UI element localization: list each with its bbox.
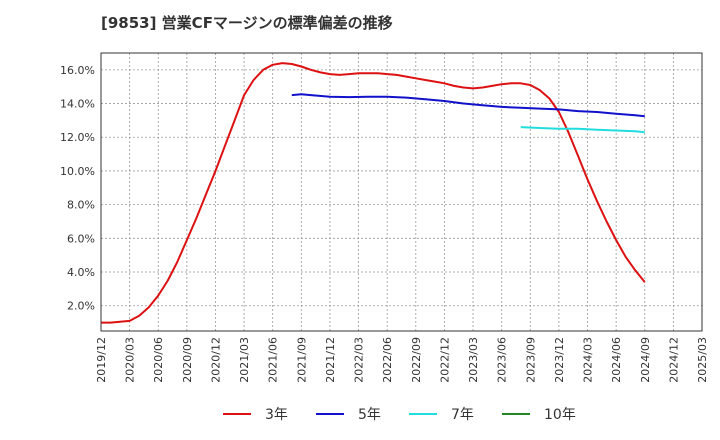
x-tick-label: 2020/12 bbox=[209, 337, 222, 383]
y-tick-label: 6.0% bbox=[67, 232, 95, 245]
x-tick-label: 2019/12 bbox=[95, 337, 108, 383]
plot-area bbox=[101, 53, 702, 331]
plot-frame bbox=[100, 52, 703, 332]
legend-label: 10年 bbox=[544, 407, 576, 423]
y-tick-label: 16.0% bbox=[60, 64, 95, 77]
x-tick-label: 2022/09 bbox=[410, 337, 423, 383]
series-line-7年 bbox=[520, 126, 645, 134]
x-tick-label: 2023/09 bbox=[524, 337, 537, 383]
x-tick-label: 2023/06 bbox=[496, 337, 509, 383]
series-line-5年 bbox=[291, 93, 645, 118]
x-tick-label: 2020/06 bbox=[152, 337, 165, 383]
legend-label: 3年 bbox=[265, 407, 288, 423]
x-tick-label: 2021/03 bbox=[238, 337, 251, 383]
x-tick-label: 2024/09 bbox=[639, 337, 652, 383]
y-tick-label: 2.0% bbox=[67, 300, 95, 313]
x-tick-label: 2021/06 bbox=[267, 337, 280, 383]
y-tick-label: 14.0% bbox=[60, 98, 95, 111]
x-tick-label: 2024/03 bbox=[582, 337, 595, 383]
x-tick-label: 2024/12 bbox=[667, 337, 680, 383]
x-tick-label: 2024/06 bbox=[610, 337, 623, 383]
series-line-3年 bbox=[101, 62, 646, 324]
x-tick-label: 2025/03 bbox=[696, 337, 709, 383]
legend-label: 5年 bbox=[358, 407, 381, 423]
y-tick-label: 10.0% bbox=[60, 165, 95, 178]
x-tick-label: 2020/09 bbox=[181, 337, 194, 383]
x-tick-label: 2023/03 bbox=[467, 337, 480, 383]
x-tick-label: 2022/12 bbox=[438, 337, 451, 383]
legend-label: 7年 bbox=[451, 407, 474, 423]
y-tick-label: 4.0% bbox=[67, 266, 95, 279]
x-tick-label: 2023/12 bbox=[553, 337, 566, 383]
y-tick-label: 8.0% bbox=[67, 199, 95, 212]
x-tick-label: 2021/09 bbox=[295, 337, 308, 383]
x-tick-label: 2022/06 bbox=[381, 337, 394, 383]
x-tick-label: 2021/12 bbox=[324, 337, 337, 383]
y-tick-label: 12.0% bbox=[60, 131, 95, 144]
x-tick-label: 2022/03 bbox=[353, 337, 366, 383]
x-tick-label: 2020/03 bbox=[124, 337, 137, 383]
chart-title: [9853] 営業CFマージンの標準偏差の推移 bbox=[101, 14, 393, 32]
